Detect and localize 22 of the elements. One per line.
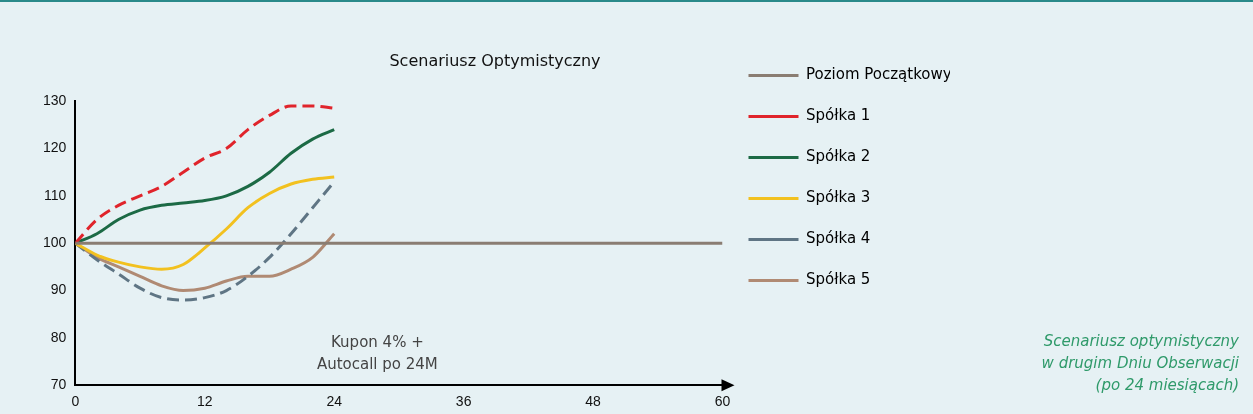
legend-label: Spółka 5 [806, 270, 871, 289]
y-tick-label: 130 [43, 92, 67, 109]
x-tick-label: 12 [197, 393, 213, 410]
legend-label: Spółka 3 [806, 188, 871, 207]
legend-label: Spółka 4 [806, 229, 871, 248]
x-tick-label: 48 [585, 393, 602, 410]
y-tick-label: 100 [43, 234, 67, 251]
y-tick-label: 120 [43, 139, 67, 156]
legend-label: Spółka 1 [806, 106, 871, 125]
chart-title: Scenariusz Optymistyczny [389, 50, 601, 70]
x-tick-label: 0 [71, 393, 80, 410]
y-tick-label: 80 [50, 328, 67, 345]
x-tick-label: 60 [714, 393, 731, 410]
x-tick-label: 36 [455, 393, 472, 410]
annotation: Kupon 4% + Autocall po 24M [316, 333, 438, 374]
x-tick-label: 24 [326, 393, 343, 410]
y-tick-label: 70 [50, 376, 67, 393]
text: Scenariusz optymistyczny w drugim Dniu Obserwacji (po 24 miesiącach) [1041, 331, 1239, 396]
y-tick-label: 110 [44, 186, 67, 203]
legend-label: Spółka 2 [806, 147, 871, 166]
y-tick-label: 90 [50, 281, 67, 298]
line-series [75, 175, 336, 271]
